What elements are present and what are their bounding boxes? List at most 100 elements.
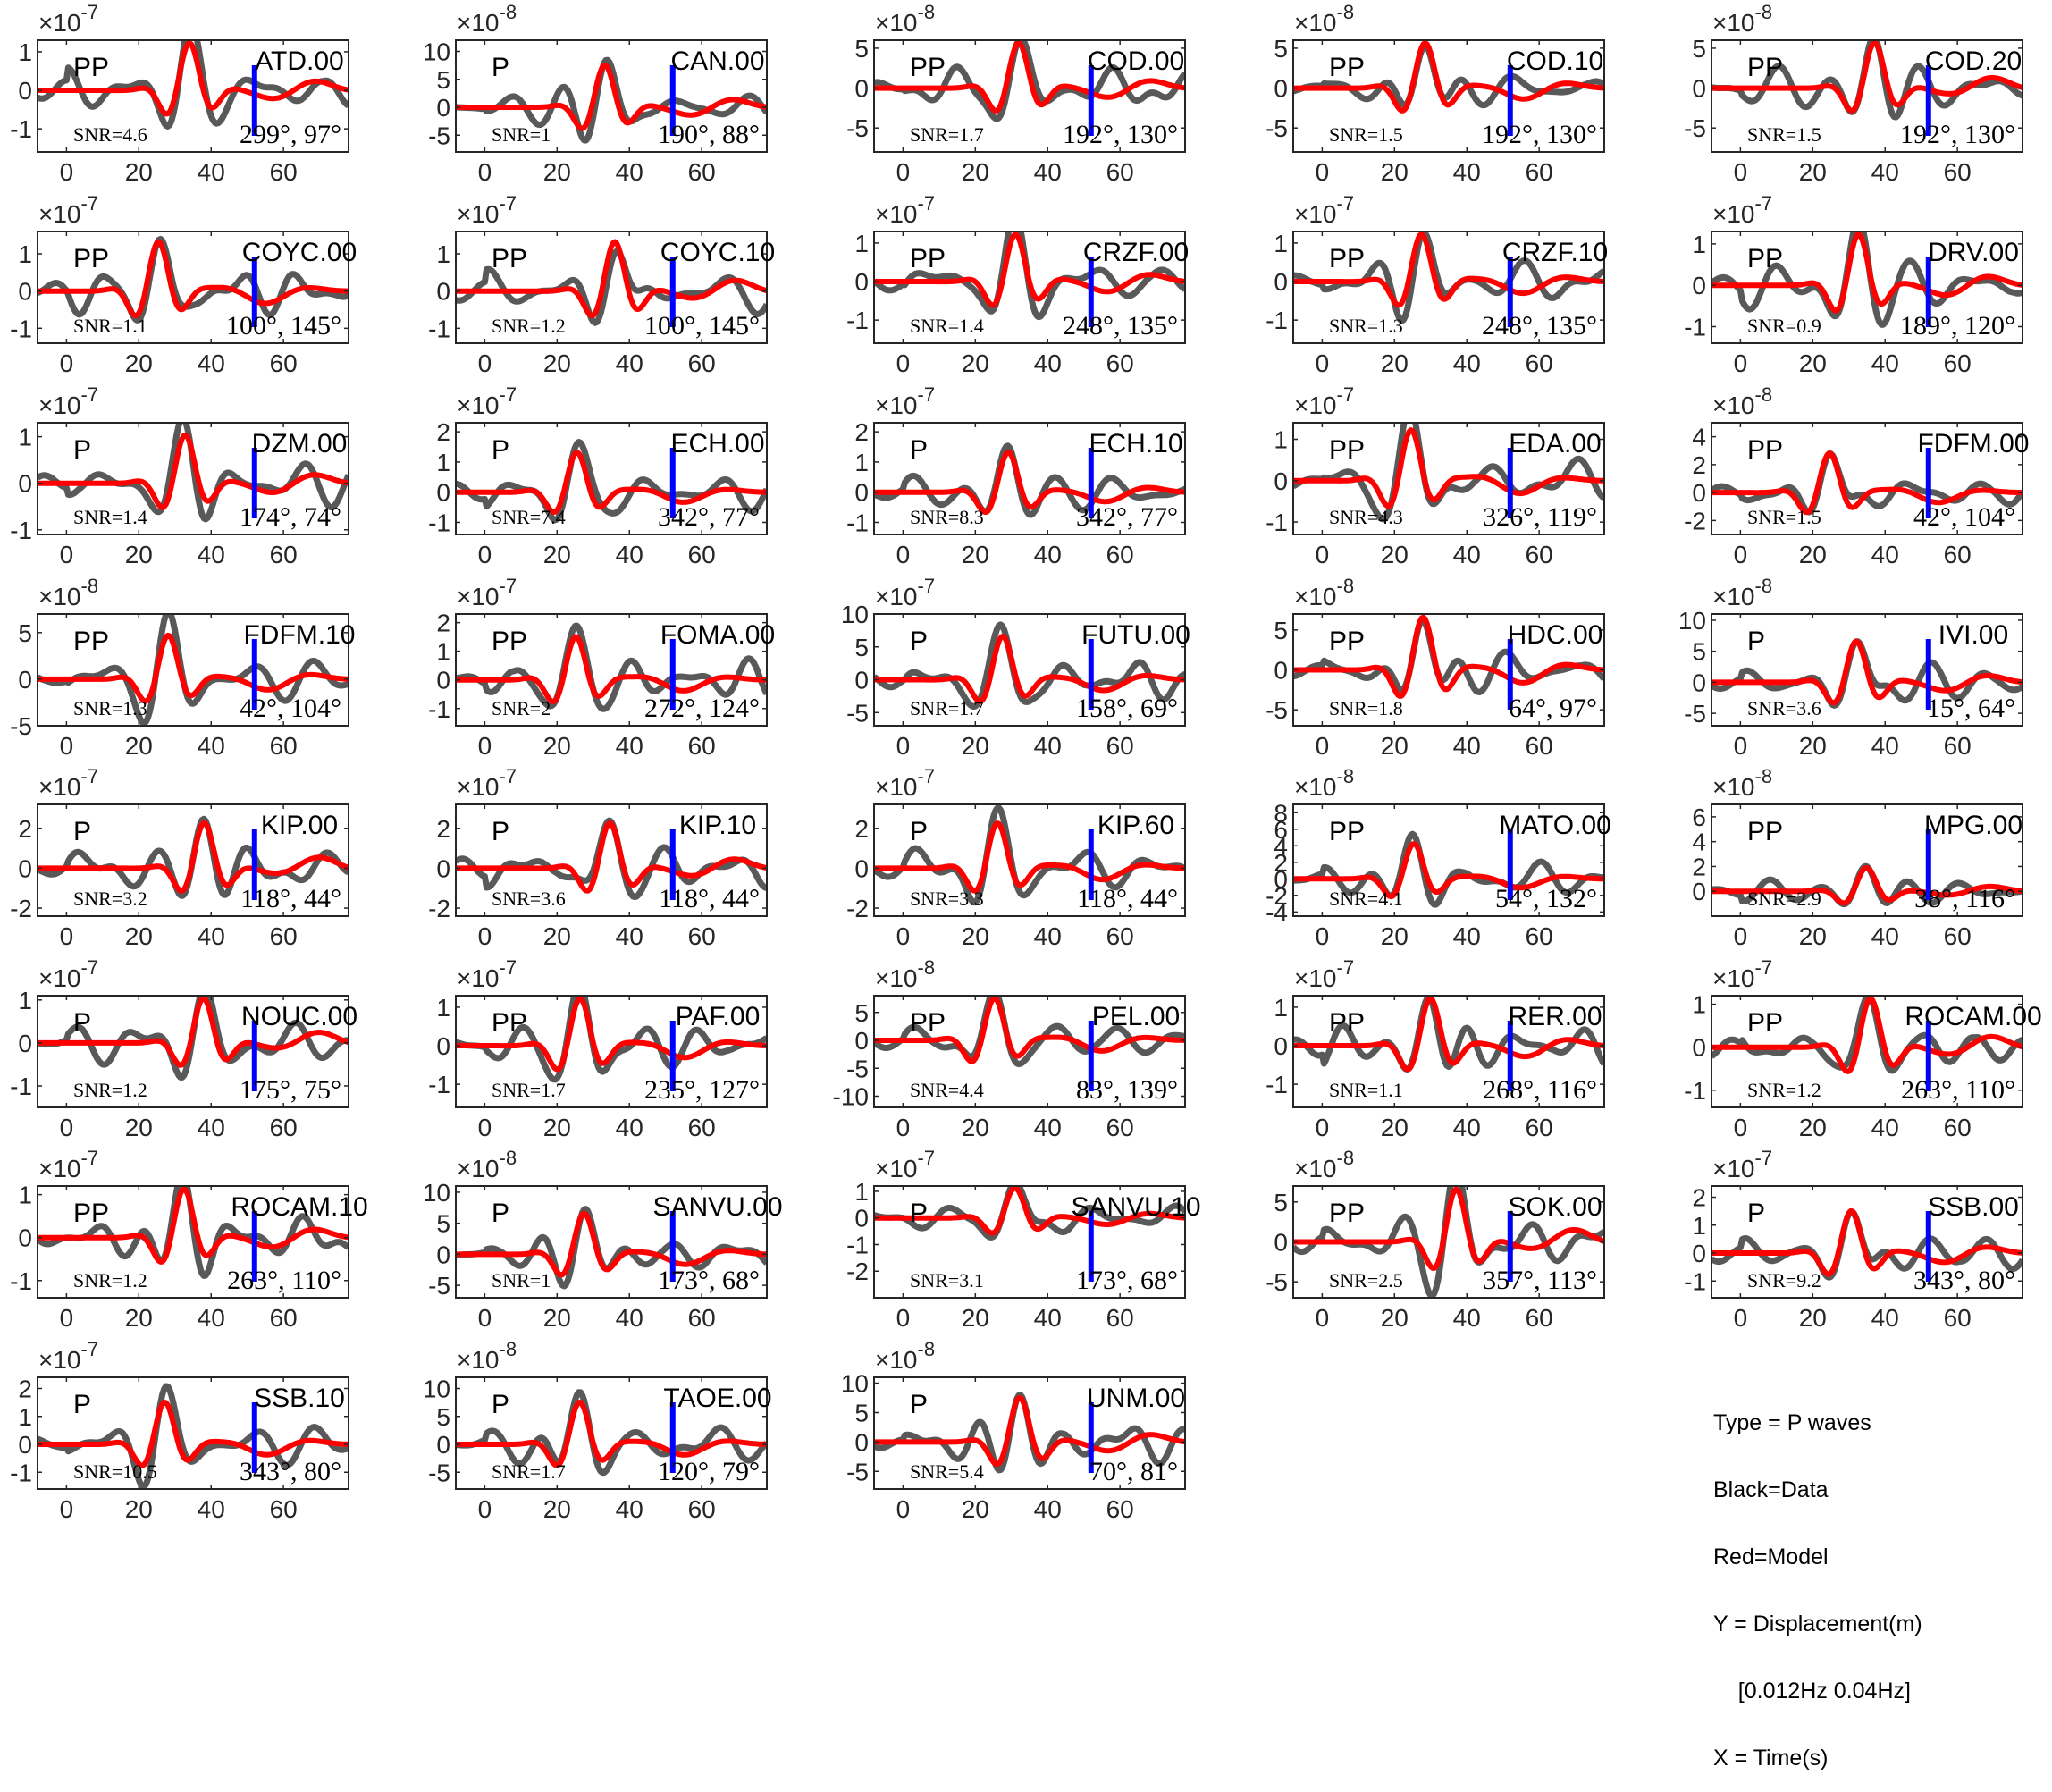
azimuth-label: 54°, 132° <box>1495 884 1597 913</box>
model-trace <box>1293 40 1604 114</box>
model-trace <box>456 634 767 704</box>
snr-label: SNR=4.4 <box>910 1079 984 1101</box>
waveform-panel: 0 20 40 60 -1 0 1×10-7 PP DRV.00 SNR=0.9 189°, 120… <box>1684 192 2023 377</box>
x-tick-label: 20 <box>543 922 571 950</box>
axes-box <box>455 1376 768 1490</box>
x-tick-label: 40 <box>1871 158 1899 186</box>
y-tick-label: -5 <box>1266 696 1288 724</box>
azimuth-label: 173°, 68° <box>1076 1266 1178 1295</box>
station-label: CAN.00 <box>670 46 764 76</box>
y-tick-label: 2 <box>1692 451 1706 479</box>
azimuth-label: 174°, 74° <box>240 502 341 532</box>
y-exponent-label: ×10-7 <box>457 956 517 992</box>
x-tick-label: 20 <box>125 541 153 568</box>
phase-label: P <box>73 435 91 465</box>
x-tick-label: 20 <box>1799 732 1827 760</box>
y-tick-label: -2 <box>10 895 32 922</box>
x-tick-label: 0 <box>896 349 911 377</box>
station-label: COYC.00 <box>242 238 357 267</box>
y-tick-label: -2 <box>1266 882 1288 910</box>
waveform-panel: 0 20 40 60 -1 0 1×10-7 PP PAF.00 SNR=1.7 235°, 127… <box>428 956 768 1141</box>
axes-box <box>1711 613 2023 727</box>
x-tick-label: 40 <box>1871 1304 1899 1332</box>
x-tick-label: 0 <box>60 1495 74 1523</box>
phase-label: P <box>910 435 928 465</box>
y-tick-label: 0 <box>1692 878 1706 905</box>
y-tick-label: -5 <box>1266 114 1288 142</box>
waveform-panel: 0 20 40 60 -2 0 2×10-7 P KIP.00 SNR=3.2 118°, 44° <box>10 765 349 950</box>
station-label: NOUC.00 <box>241 1002 357 1031</box>
snr-label: SNR=1.7 <box>910 697 984 719</box>
y-tick-label: 0 <box>854 854 869 882</box>
x-tick-label: 20 <box>543 158 571 186</box>
model-trace <box>1711 638 2023 706</box>
y-exponent-label: ×10-7 <box>1294 956 1354 992</box>
model-trace <box>874 634 1185 704</box>
x-tick-label: 40 <box>198 1114 225 1141</box>
phase-label: PP <box>1747 53 1783 82</box>
y-tick-label: 6 <box>1274 816 1288 844</box>
model-trace <box>1293 1186 1604 1271</box>
y-tick-label: 0 <box>1274 75 1288 103</box>
y-tick-label: 2 <box>18 815 32 843</box>
y-tick-label: 10 <box>423 38 450 66</box>
y-exponent-label: ×10-8 <box>1712 765 1772 801</box>
y-exponent-label: ×10-8 <box>1712 575 1772 610</box>
axes-box <box>37 1376 349 1490</box>
x-tick-label: 60 <box>270 1304 298 1332</box>
snr-label: SNR=1.4 <box>910 315 984 337</box>
model-trace <box>1711 450 2023 516</box>
legend-line: [0.012Hz 0.04Hz] <box>1713 1678 1911 1704</box>
y-tick-label: 5 <box>1692 35 1706 63</box>
snr-label: SNR=1.2 <box>73 1269 147 1291</box>
snr-label: SNR=8.3 <box>910 506 984 528</box>
x-tick-label: 60 <box>1944 732 1972 760</box>
x-tick-label: 40 <box>616 1114 643 1141</box>
phase-label: P <box>1747 1199 1765 1228</box>
model-trace <box>456 239 767 319</box>
waveform-panel: 0 20 40 60 -1 0 1×10-7 PP ROCAM.00 SNR=1.2 263°, 1… <box>1684 956 2042 1141</box>
y-tick-label: 0 <box>436 278 450 306</box>
y-tick-label: 0 <box>1692 1034 1706 1062</box>
y-tick-label: 8 <box>1274 799 1288 827</box>
x-tick-label: 60 <box>270 158 298 186</box>
x-tick-label: 0 <box>1734 541 1748 568</box>
y-tick-label: 1 <box>854 230 869 257</box>
y-tick-label: -1 <box>1684 1077 1706 1105</box>
x-tick-label: 60 <box>1106 1304 1134 1332</box>
azimuth-label: 70°, 81° <box>1089 1457 1178 1486</box>
phase-label: P <box>492 435 509 465</box>
snr-label: SNR=1.3 <box>73 697 147 719</box>
y-tick-label: -1 <box>10 1267 32 1295</box>
phase-label: PP <box>1747 435 1783 465</box>
phase-label: PP <box>1747 817 1783 846</box>
y-exponent-label: ×10-8 <box>1294 1 1354 37</box>
snr-label: SNR=2.9 <box>1747 888 1821 910</box>
x-tick-label: 0 <box>478 922 492 950</box>
snr-label: SNR=0.9 <box>1747 315 1821 337</box>
azimuth-label: 15°, 64° <box>1927 694 2015 723</box>
x-tick-label: 60 <box>688 732 716 760</box>
y-tick-label: 2 <box>1692 853 1706 880</box>
waveform-panel: 0 20 40 60 -5 0 5×10-8 PP COD.10 SNR=1.5 192°, 130… <box>1266 1 1605 186</box>
axes-box <box>873 231 1186 344</box>
y-tick-label: 1 <box>18 987 32 1014</box>
waveform-panel: 0 20 40 60 -1 0 1×10-7 PP ATD.00 SNR=4.6 299°, 97° <box>10 1 349 186</box>
waveform-panel: 0 20 40 60 -5 0 5×10-8 PP FDFM.10 SNR=1.3 42°, 104… <box>10 575 355 760</box>
waveform-panel: 0 20 40 60 -5 0 5×10-8 PP COD.00 SNR=1.7 192°, 130… <box>846 1 1186 186</box>
x-tick-label: 0 <box>478 1304 492 1332</box>
y-tick-label: 5 <box>1274 1189 1288 1216</box>
x-tick-label: 0 <box>1734 1304 1748 1332</box>
data-trace <box>1293 423 1604 523</box>
model-trace <box>874 450 1185 515</box>
station-label: MATO.00 <box>1499 811 1611 840</box>
x-tick-label: 40 <box>616 1495 643 1523</box>
x-tick-label: 60 <box>1106 349 1134 377</box>
x-tick-label: 20 <box>1799 922 1827 950</box>
snr-label: SNR=3.6 <box>1747 697 1821 719</box>
x-tick-label: 60 <box>1106 1114 1134 1141</box>
